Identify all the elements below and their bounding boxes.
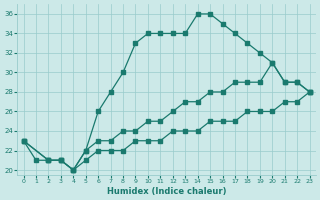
X-axis label: Humidex (Indice chaleur): Humidex (Indice chaleur) [107, 187, 226, 196]
